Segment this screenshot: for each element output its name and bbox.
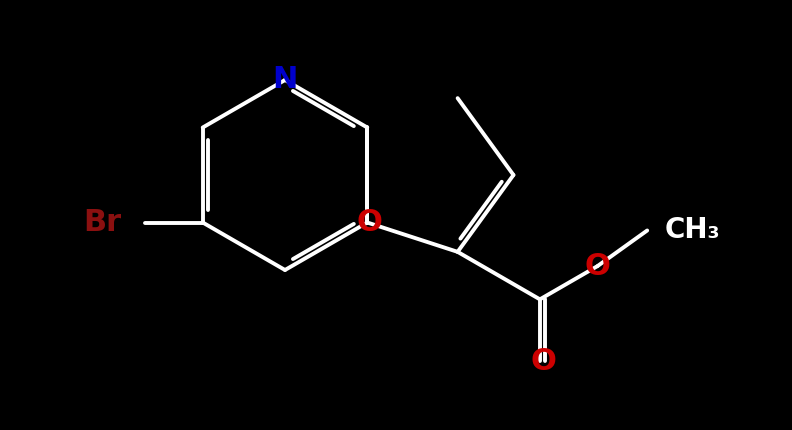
Text: O: O: [584, 252, 611, 281]
Text: O: O: [356, 208, 383, 237]
Text: CH₃: CH₃: [664, 216, 720, 245]
Text: Br: Br: [84, 208, 122, 237]
Text: N: N: [272, 65, 298, 95]
Text: O: O: [531, 347, 557, 376]
